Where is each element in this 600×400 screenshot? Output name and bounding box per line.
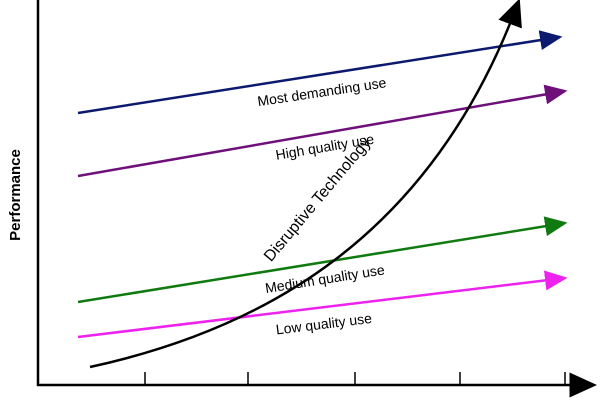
trajectory-line	[77, 30, 563, 115]
y-axis-label: Performance	[7, 149, 24, 241]
trajectory-line	[77, 216, 568, 304]
trajectory-label: Most demanding use	[256, 74, 387, 109]
axes: Performance	[7, 0, 597, 398]
trajectory-label: Low quality use	[275, 310, 373, 338]
ticks	[144, 372, 566, 385]
trajectory-line	[77, 84, 568, 178]
disruptive-curve	[89, 0, 522, 369]
trajectory-line	[77, 270, 568, 339]
